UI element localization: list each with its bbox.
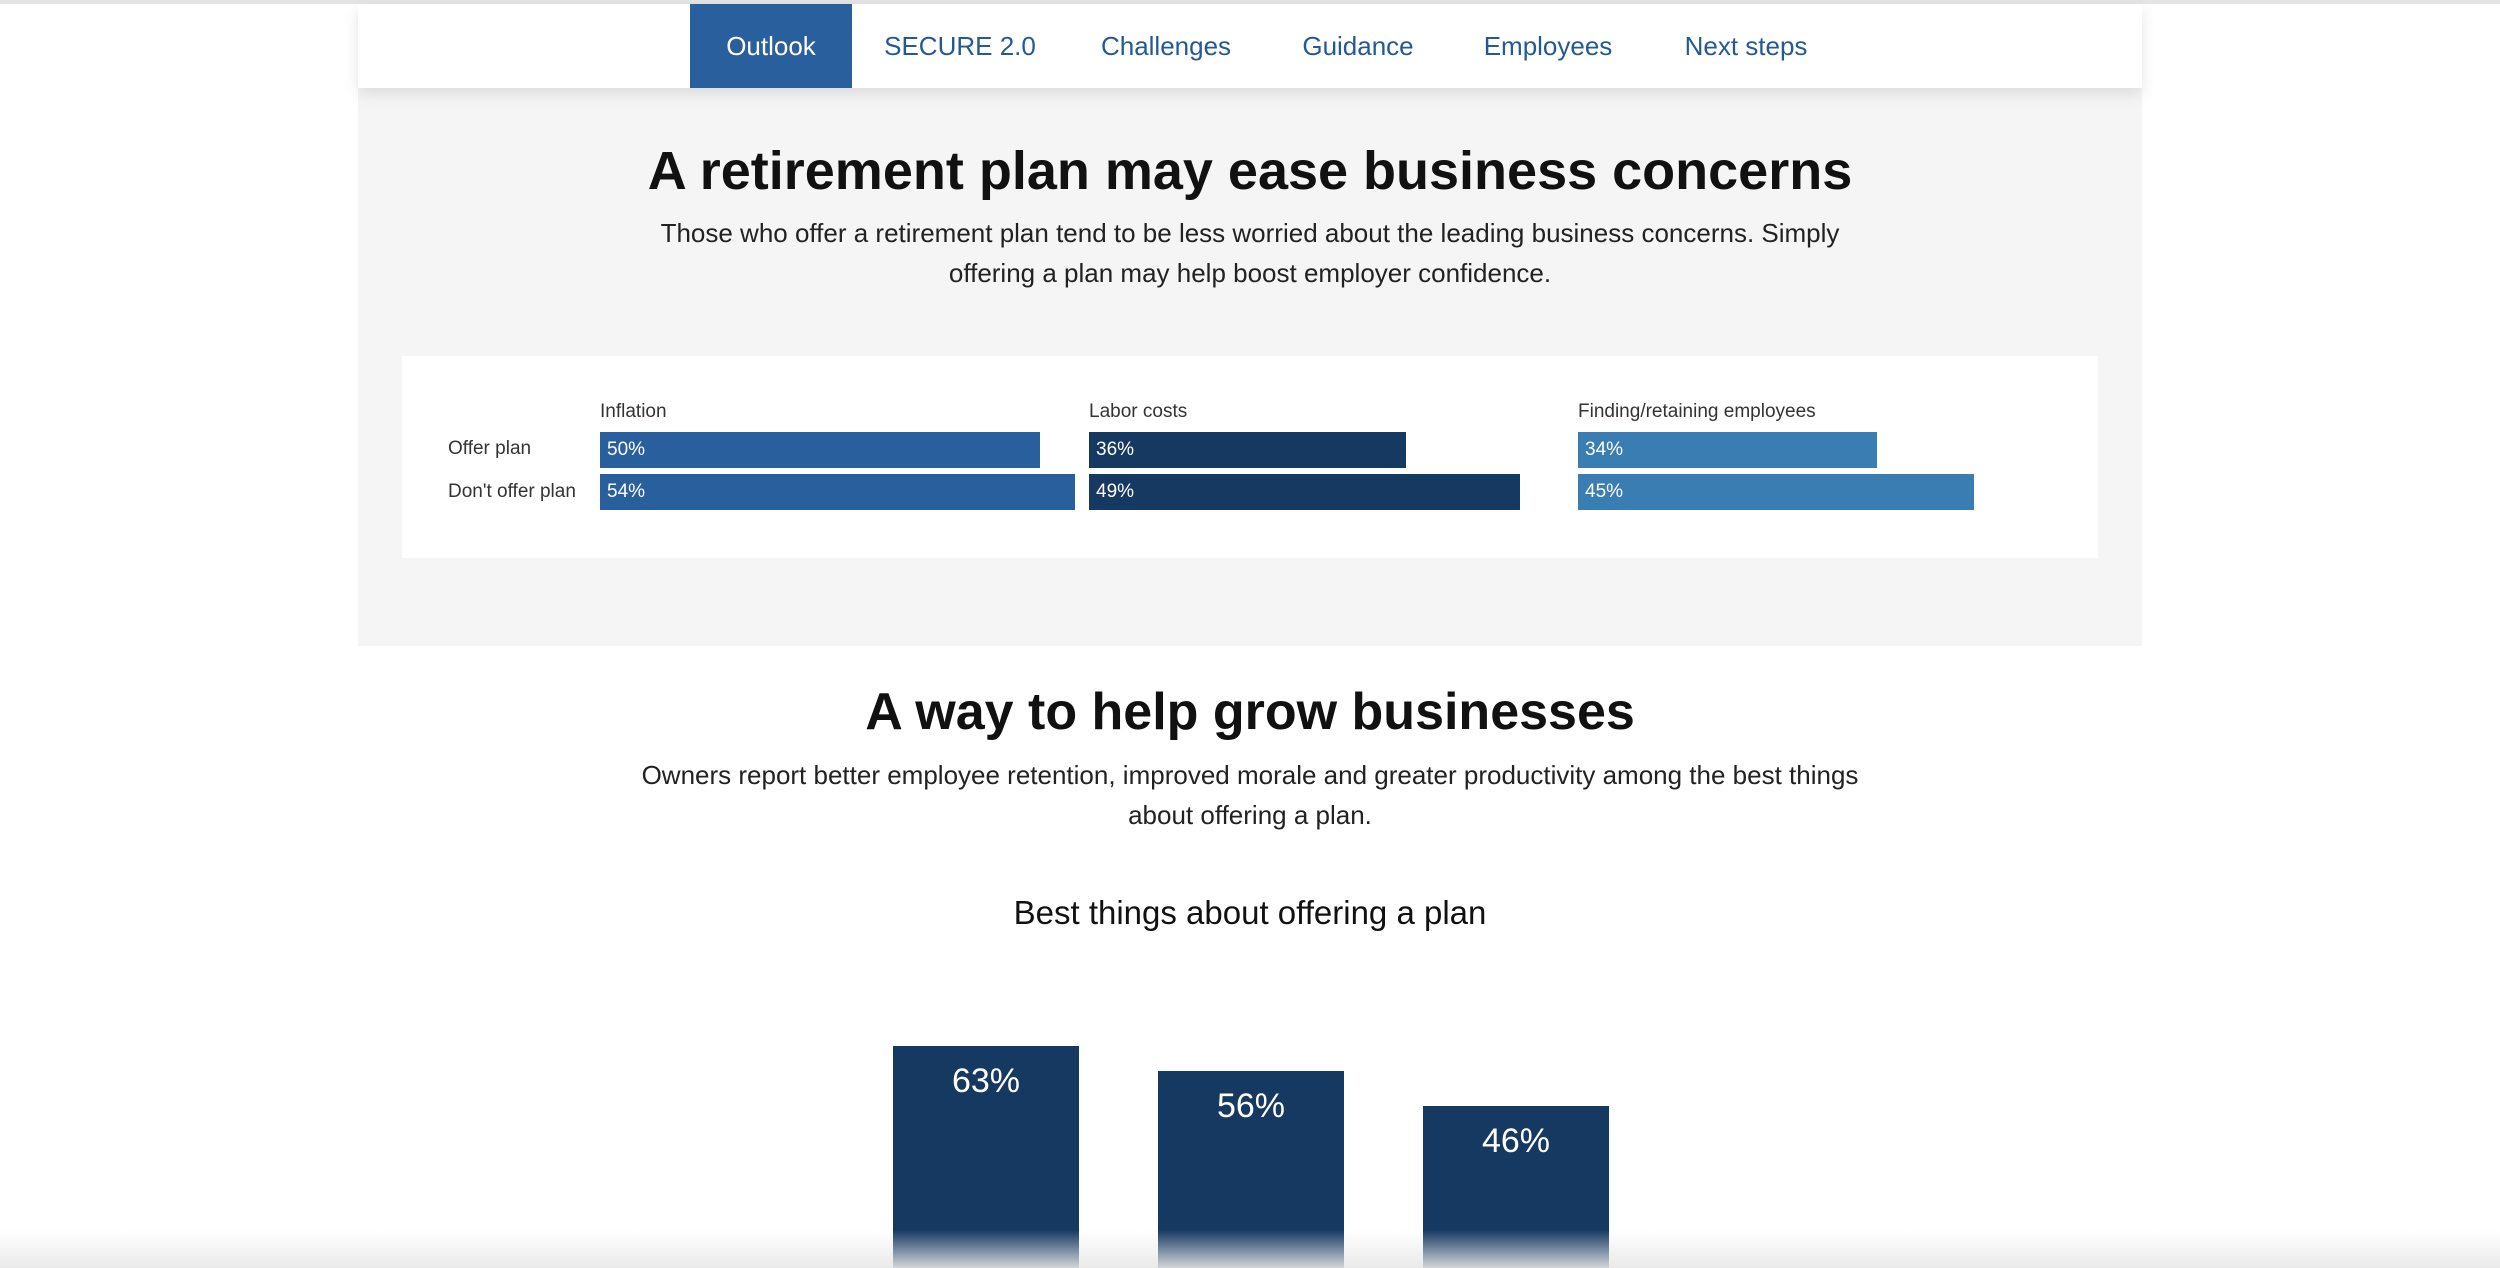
growth-description-line: Owners report better employee retention,…	[641, 760, 1859, 790]
concerns-heading: A retirement plan may ease business conc…	[647, 141, 1853, 201]
best-things-bar: 63%	[893, 1046, 1079, 1268]
tab-secure-2-0[interactable]: SECURE 2.0	[884, 31, 1036, 61]
tab-challenges[interactable]: Challenges	[1100, 31, 1232, 61]
bar-inflation-offer-plan: 50%	[600, 432, 1040, 468]
best-things-bar: 46%	[1423, 1105, 1609, 1268]
bar-value-label: 63%	[951, 1062, 1021, 1100]
page-top-border	[0, 0, 2500, 4]
bar-finding-retaining-offer-plan: 34%	[1578, 432, 1878, 468]
group-title-inflation: Inflation	[600, 401, 667, 422]
best-things-chart-title: Best things about offering a plan	[1013, 894, 1487, 931]
tab-employees[interactable]: Employees	[1483, 31, 1613, 61]
bar-value-label: 49%	[1096, 481, 1135, 502]
group-title-labor-costs: Labor costs	[1089, 401, 1188, 422]
bar-value-label: 46%	[1481, 1121, 1551, 1160]
section-tab-bar: Outlook SECURE 2.0 Challenges Guidance E…	[358, 4, 2142, 88]
best-things-bar: 56%	[1158, 1070, 1344, 1268]
bar-labor-costs-offer-plan: 36%	[1089, 432, 1406, 468]
growth-heading: A way to help grow businesses	[865, 683, 1635, 741]
bar-value-label: 56%	[1216, 1086, 1286, 1125]
concerns-description-line: offering a plan may help boost employer …	[948, 258, 1552, 288]
concerns-description-line: Those who offer a retirement plan tend t…	[660, 218, 1840, 248]
row-label-offer-plan: Offer plan	[448, 438, 532, 459]
bar-labor-costs-dont-offer-plan: 49%	[1089, 474, 1521, 510]
bar-inflation-dont-offer-plan: 54%	[600, 474, 1076, 510]
row-label-dont-offer-plan: Don't offer plan	[448, 481, 576, 502]
concerns-chart: Inflation Labor costs Finding/retaining …	[402, 356, 2098, 558]
tab-next-steps[interactable]: Next steps	[1684, 31, 1808, 61]
bar-value-label: 45%	[1585, 481, 1624, 502]
bar-value-label: 34%	[1585, 439, 1624, 460]
tab-outlook[interactable]: Outlook	[690, 4, 852, 88]
growth-description-line: about offering a plan.	[1128, 800, 1372, 830]
bar-finding-retaining-dont-offer-plan: 45%	[1578, 474, 1974, 510]
concerns-description: Those who offer a retirement plan tend t…	[0, 213, 2500, 293]
bar-value-label: 50%	[607, 439, 646, 460]
group-title-finding-retaining: Finding/retaining employees	[1578, 401, 1816, 422]
growth-description: Owners report better employee retention,…	[0, 755, 2500, 835]
tab-guidance[interactable]: Guidance	[1302, 31, 1414, 61]
bar-value-label: 36%	[1096, 439, 1135, 460]
bar-value-label: 54%	[607, 481, 646, 502]
